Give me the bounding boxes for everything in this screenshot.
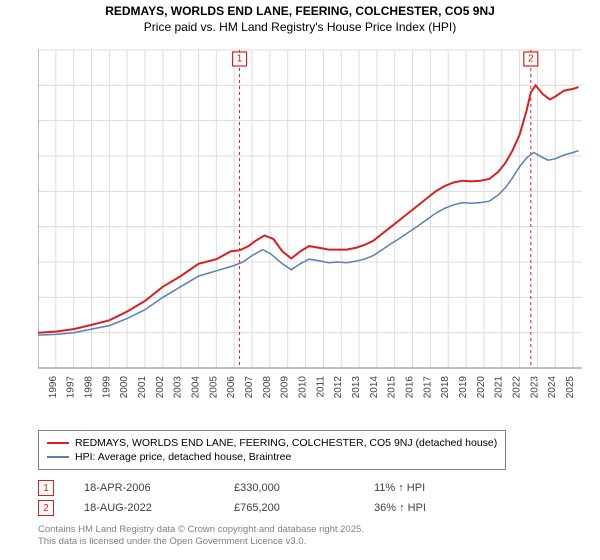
marker-pct-2: 36% ↑ HPI xyxy=(374,502,474,514)
legend-item-2: HPI: Average price, detached house, Brai… xyxy=(47,451,497,463)
svg-text:2012: 2012 xyxy=(333,376,344,399)
svg-text:2017: 2017 xyxy=(422,376,433,399)
marker-num-2: 2 xyxy=(43,503,49,514)
svg-text:2000: 2000 xyxy=(119,376,130,399)
svg-text:1998: 1998 xyxy=(84,376,95,399)
legend-label-2: HPI: Average price, detached house, Brai… xyxy=(75,451,291,463)
svg-text:2003: 2003 xyxy=(173,376,184,399)
svg-text:2005: 2005 xyxy=(208,376,219,399)
legend-swatch-2 xyxy=(47,456,69,458)
legend-swatch-1 xyxy=(47,442,69,444)
marker-row-1: 1 18-APR-2006 £330,000 11% ↑ HPI xyxy=(38,478,474,498)
svg-text:2019: 2019 xyxy=(458,376,469,399)
svg-text:2022: 2022 xyxy=(512,376,523,399)
svg-text:2001: 2001 xyxy=(137,376,148,399)
svg-text:2004: 2004 xyxy=(191,376,202,399)
marker-row-2: 2 18-AUG-2022 £765,200 36% ↑ HPI xyxy=(38,498,474,518)
svg-text:1997: 1997 xyxy=(66,376,77,399)
title-main: REDMAYS, WORLDS END LANE, FEERING, COLCH… xyxy=(0,4,600,18)
svg-text:2013: 2013 xyxy=(351,376,362,399)
svg-text:1995: 1995 xyxy=(38,376,41,399)
title-sub: Price paid vs. HM Land Registry's House … xyxy=(0,20,600,34)
svg-text:2: 2 xyxy=(528,54,534,65)
svg-text:2023: 2023 xyxy=(529,376,540,399)
markers-table: 1 18-APR-2006 £330,000 11% ↑ HPI 2 18-AU… xyxy=(38,478,474,518)
legend: REDMAYS, WORLDS END LANE, FEERING, COLCH… xyxy=(38,430,506,470)
legend-label-1: REDMAYS, WORLDS END LANE, FEERING, COLCH… xyxy=(75,437,497,449)
marker-num-1: 1 xyxy=(43,483,49,494)
legend-item-1: REDMAYS, WORLDS END LANE, FEERING, COLCH… xyxy=(47,437,497,449)
svg-text:2010: 2010 xyxy=(298,376,309,399)
marker-date-1: 18-APR-2006 xyxy=(84,482,204,494)
svg-text:2008: 2008 xyxy=(262,376,273,399)
svg-text:2007: 2007 xyxy=(244,376,255,399)
chart-container: REDMAYS, WORLDS END LANE, FEERING, COLCH… xyxy=(0,0,600,560)
svg-text:2006: 2006 xyxy=(226,376,237,399)
svg-text:2014: 2014 xyxy=(369,376,380,399)
svg-text:1: 1 xyxy=(237,54,243,65)
svg-text:2025: 2025 xyxy=(565,376,576,399)
svg-text:2011: 2011 xyxy=(315,376,326,398)
svg-text:1999: 1999 xyxy=(101,376,112,399)
marker-pct-1: 11% ↑ HPI xyxy=(374,482,474,494)
svg-text:2020: 2020 xyxy=(476,376,487,399)
marker-price-1: £330,000 xyxy=(234,482,344,494)
svg-text:2002: 2002 xyxy=(155,376,166,399)
marker-box-2: 2 xyxy=(38,500,54,516)
svg-text:1996: 1996 xyxy=(48,376,59,399)
svg-text:2024: 2024 xyxy=(547,376,558,399)
footer-line-2: This data is licensed under the Open Gov… xyxy=(38,536,364,548)
svg-text:2015: 2015 xyxy=(387,376,398,399)
marker-box-1: 1 xyxy=(38,480,54,496)
chart-svg: £0£100K£200K£300K£400K£500K£600K£700K£80… xyxy=(38,44,588,414)
marker-price-2: £765,200 xyxy=(234,502,344,514)
svg-text:2016: 2016 xyxy=(405,376,416,399)
marker-date-2: 18-AUG-2022 xyxy=(84,502,204,514)
svg-text:2021: 2021 xyxy=(494,376,505,399)
svg-text:2009: 2009 xyxy=(280,376,291,399)
footer-line-1: Contains HM Land Registry data © Crown c… xyxy=(38,524,364,536)
svg-text:2018: 2018 xyxy=(440,376,451,399)
chart-titles: REDMAYS, WORLDS END LANE, FEERING, COLCH… xyxy=(0,0,600,34)
footer: Contains HM Land Registry data © Crown c… xyxy=(38,524,364,548)
